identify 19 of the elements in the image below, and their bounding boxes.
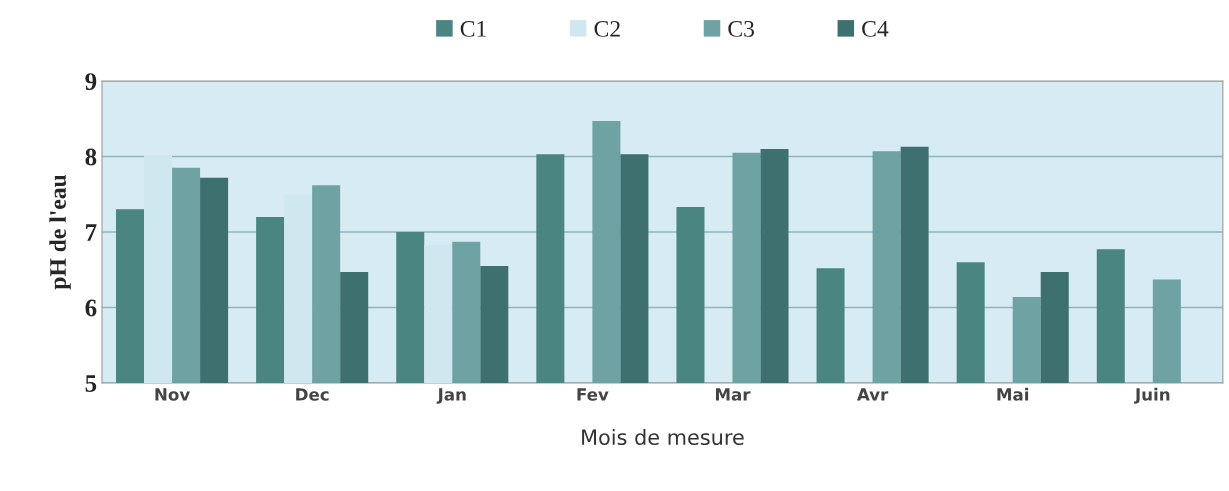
y-tick-label: 7 [86, 224, 97, 241]
x-tick-label: Dec [296, 388, 329, 401]
legend-label: C4 [862, 20, 889, 37]
y-axis-title: pH de l'eau [49, 174, 71, 290]
y-tick-label: 5 [85, 375, 97, 392]
x-axis-title: Mois de mesure [582, 428, 744, 446]
x-tick-label: Juin [1134, 387, 1170, 404]
y-tick-label: 6 [85, 299, 97, 317]
y-tick-label: 9 [85, 73, 97, 90]
legend-label: C1 [460, 20, 486, 37]
legend-label: C3 [728, 20, 754, 37]
x-tick-label: Mar [715, 388, 751, 401]
x-tick-label: Jan [436, 388, 466, 404]
legend-label: C2 [594, 20, 620, 37]
x-tick-label: Fev [577, 388, 609, 401]
x-tick-label: Avr [856, 388, 889, 401]
x-tick-label: Mai [997, 387, 1029, 401]
x-tick-label: Nov [155, 388, 190, 401]
y-tick-label: 8 [85, 148, 97, 166]
